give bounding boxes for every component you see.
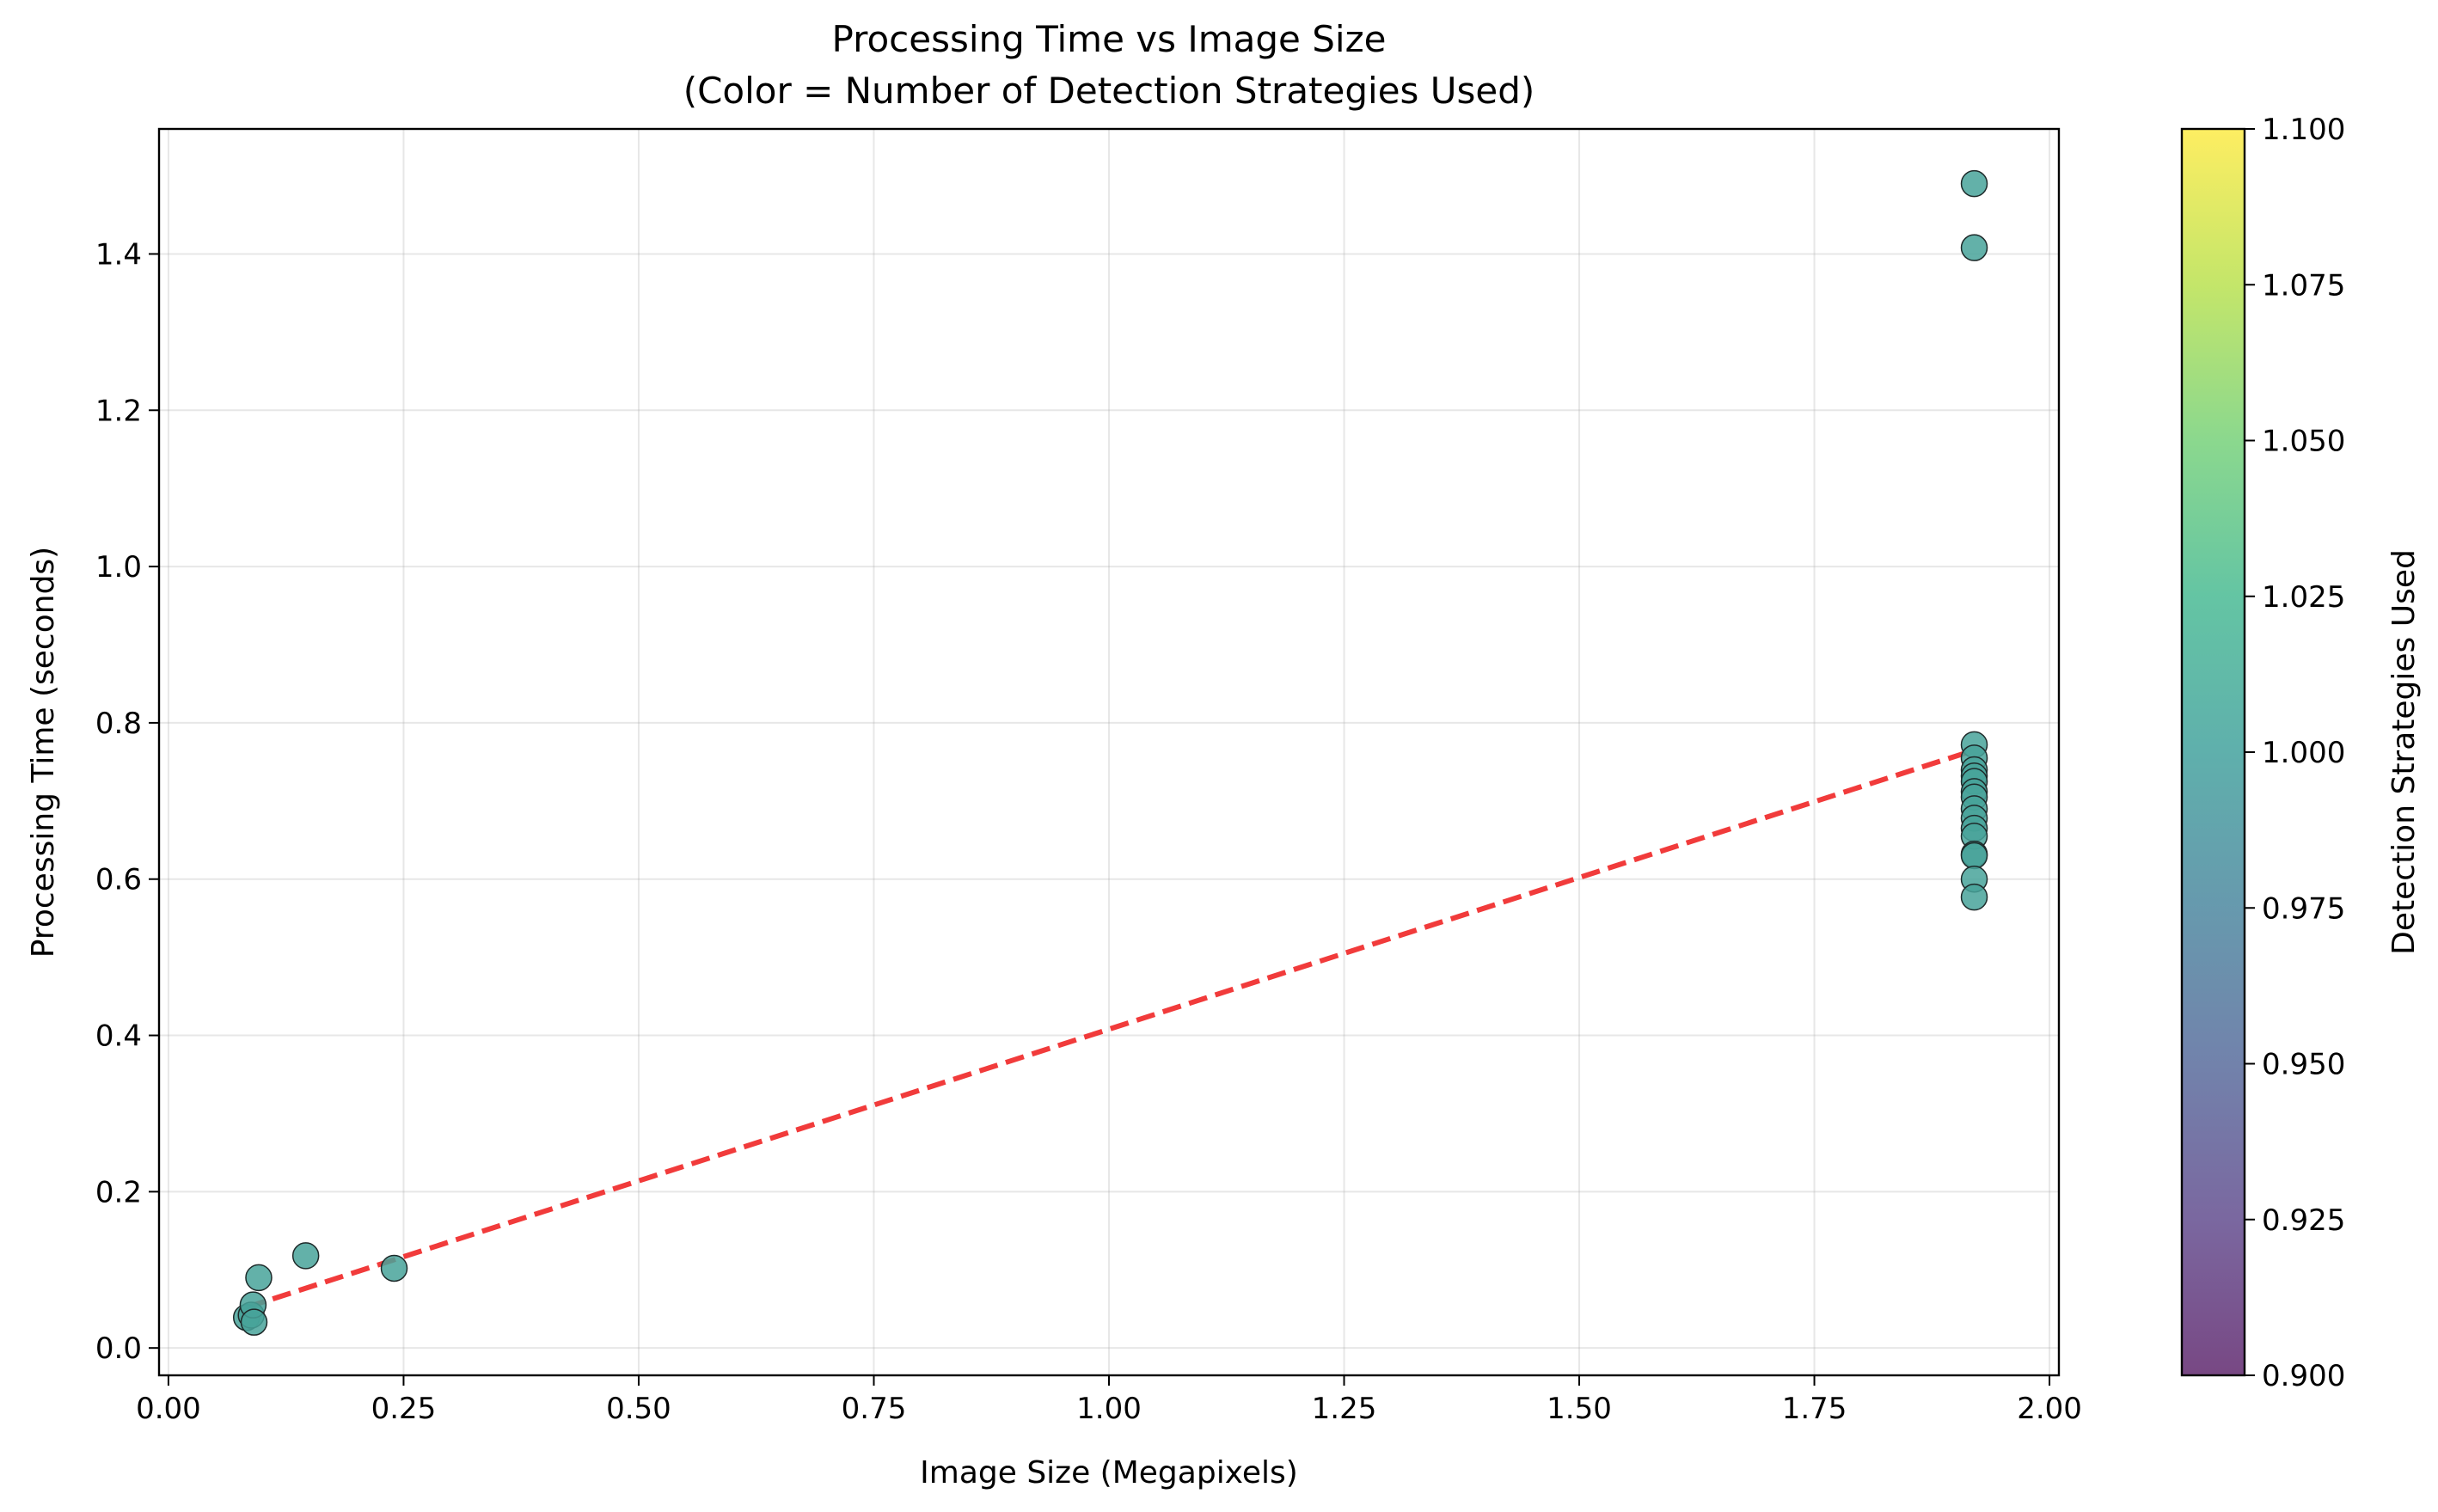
points-layer [232,169,1988,1336]
x-tick-label: 1.25 [1312,1392,1377,1426]
y-tick-label: 0.0 [95,1331,142,1366]
colorbar: 0.900 0.925 0.950 0.975 1.000 1.025 1.050 1.075… [2180,113,2422,1393]
colorbar-tick-label: 1.000 [2262,736,2345,770]
x-tick-label: 1.00 [1076,1392,1142,1426]
colorbar-tick-label: 1.050 [2262,425,2345,459]
colorbar-tick-label: 1.100 [2262,113,2345,147]
data-point [291,1242,320,1270]
x-tick-label: 0.00 [136,1392,201,1426]
x-axis-label: Image Size (Megapixels) [920,1455,1298,1491]
data-point [380,1254,408,1282]
x-tick-label: 0.75 [842,1392,907,1426]
colorbar-tick-label: 0.975 [2262,891,2345,926]
x-tick-label: 1.50 [1547,1392,1612,1426]
x-axis-ticks: 0.00 0.25 0.50 0.75 1.00 1.25 1.50 1.75 2.00 [136,1375,2082,1426]
plot-area: 0.00 0.25 0.50 0.75 1.00 1.25 1.50 1.75 2.00 0.0… [95,127,2082,1426]
data-point [1960,883,1988,911]
y-tick-label: 0.4 [95,1019,142,1054]
colorbar-label: Detection Strategies Used [2386,549,2422,955]
colorbar-tick-label: 0.950 [2262,1048,2345,1082]
data-point [245,1264,273,1292]
x-tick-label: 0.25 [371,1392,437,1426]
data-point [1960,169,1988,198]
x-tick-label: 1.75 [1782,1392,1847,1426]
chart-title-line1: Processing Time vs Image Size [832,18,1387,60]
colorbar-gradient [2182,129,2245,1375]
x-tick-label: 0.50 [606,1392,671,1426]
colorbar-ticks: 0.900 0.925 0.950 0.975 1.000 1.025 1.050 1.075… [2245,113,2345,1393]
y-tick-label: 0.8 [95,707,142,741]
y-tick-label: 1.4 [95,237,142,272]
grid-lines [159,129,2059,1375]
data-point [1960,234,1988,261]
colorbar-tick-label: 1.075 [2262,268,2345,303]
plot-background [159,129,2059,1375]
colorbar-tick-label: 1.025 [2262,580,2345,615]
y-tick-label: 0.6 [95,863,142,897]
x-tick-label: 2.00 [2017,1392,2082,1426]
y-tick-label: 1.0 [95,550,142,585]
colorbar-tick-label: 0.900 [2262,1359,2345,1393]
chart-title-line2: (Color = Number of Detection Strategies … [683,70,1535,112]
y-tick-label: 1.2 [95,394,142,428]
y-axis-label: Processing Time (seconds) [26,547,61,958]
colorbar-tick-label: 0.925 [2262,1203,2345,1238]
data-point [1960,842,1988,870]
data-point [240,1308,268,1336]
y-tick-label: 0.2 [95,1175,142,1209]
y-axis-ticks: 0.0 0.2 0.4 0.6 0.8 1.0 1.2 1.4 [95,237,159,1366]
